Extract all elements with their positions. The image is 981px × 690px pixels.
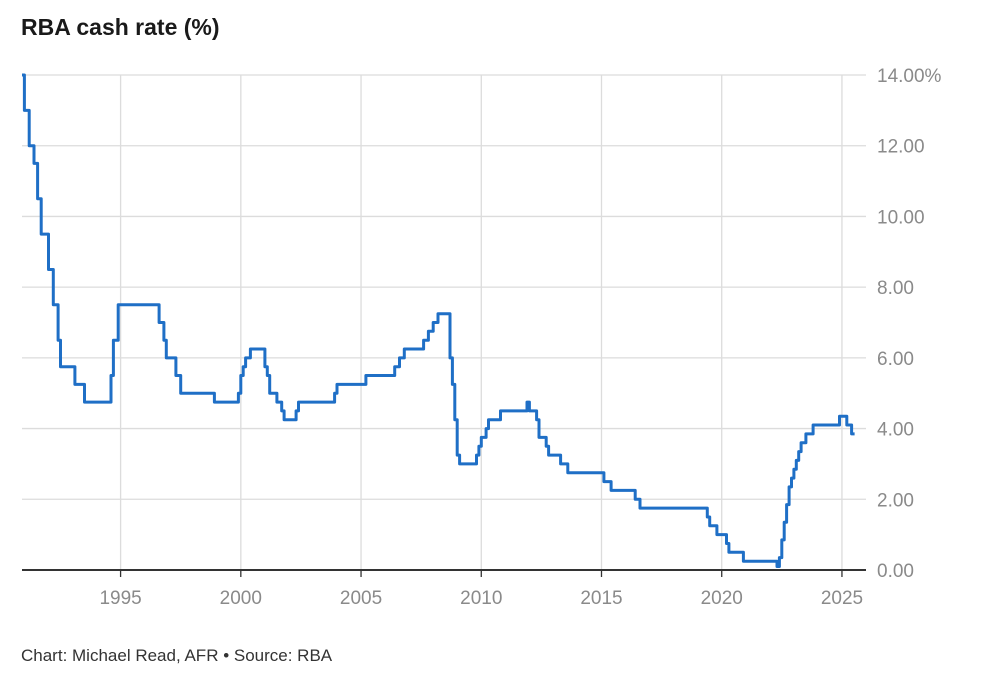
x-axis	[22, 569, 866, 577]
x-tick-label: 2010	[460, 588, 502, 609]
y-tick-label: 6.00	[877, 349, 914, 370]
y-tick-label: 14.00%	[877, 66, 942, 87]
x-tick-label: 2000	[220, 588, 262, 609]
y-tick-label: 10.00	[877, 207, 925, 228]
grid-lines	[22, 74, 866, 570]
x-tick-label: 1995	[99, 588, 141, 609]
line-chart: 1995 2000 2005 2010 2015 2020 2025 0.00 2.00 4.0…	[22, 66, 942, 609]
series-layer	[22, 73, 855, 568]
chart-title: RBA cash rate (%)	[21, 14, 220, 40]
series-line-0	[22, 73, 855, 568]
x-tick-label: 2005	[340, 588, 382, 609]
x-tick-label: 2025	[821, 588, 863, 609]
y-tick-label: 4.00	[877, 420, 914, 441]
y-tick-label: 2.00	[877, 490, 914, 511]
x-tick-label: 2015	[580, 588, 622, 609]
x-tick-label: 2020	[701, 588, 743, 609]
y-tick-labels: 0.00 2.00 4.00 6.00 8.00 10.00 12.00 14.00%	[877, 66, 942, 582]
y-tick-label: 12.00	[877, 137, 925, 158]
x-tick-labels: 1995 2000 2005 2010 2015 2020 2025	[99, 588, 863, 609]
y-tick-label: 0.00	[877, 561, 914, 582]
chart-source-credit: Chart: Michael Read, AFR • Source: RBA	[21, 646, 333, 665]
y-tick-label: 8.00	[877, 278, 914, 299]
